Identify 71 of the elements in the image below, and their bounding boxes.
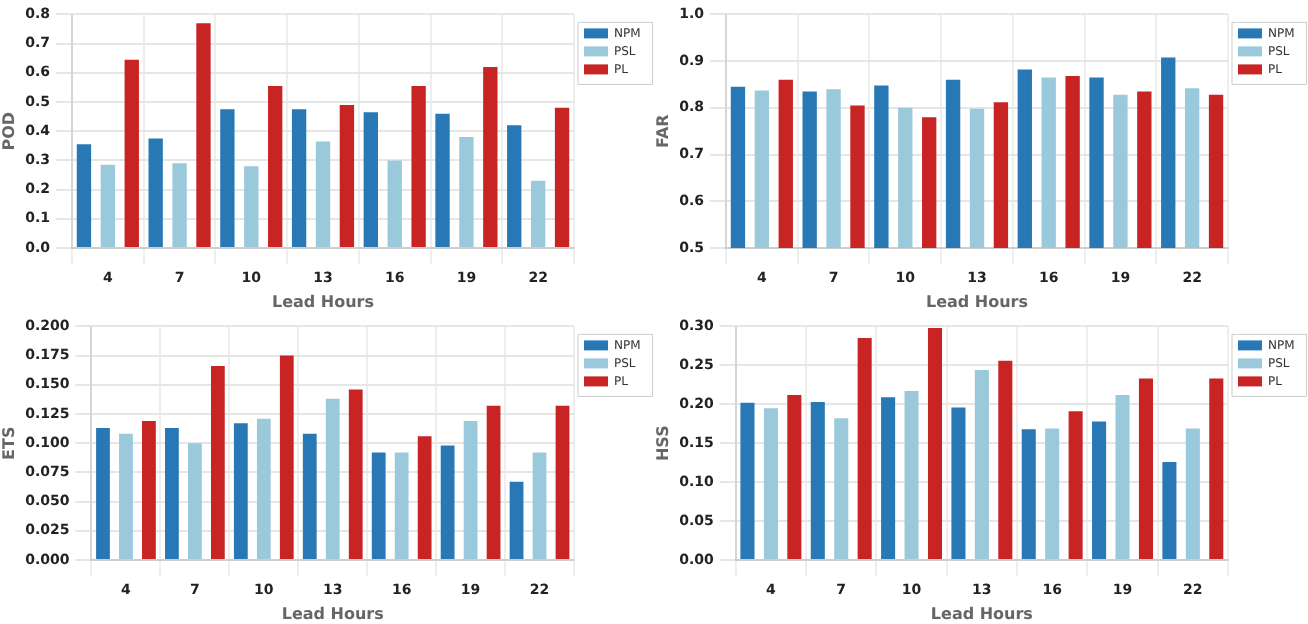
bar: [459, 137, 474, 247]
bar: [76, 144, 92, 247]
bar: [100, 164, 116, 247]
bar: [463, 421, 478, 559]
bar: [507, 125, 522, 247]
bar: [244, 166, 259, 247]
bar: [810, 401, 825, 559]
bar: [210, 366, 225, 559]
bar: [325, 398, 340, 559]
bar: [486, 405, 501, 559]
bar: [881, 397, 896, 559]
bar: [974, 370, 989, 559]
x-axis-title: Lead Hours: [925, 292, 1029, 311]
bar: [172, 163, 187, 247]
bar: [187, 443, 202, 559]
bar: [440, 445, 455, 559]
bar: [148, 138, 163, 247]
bar: [1185, 428, 1200, 559]
bar: [339, 104, 355, 247]
bar: [927, 327, 943, 559]
bar: [291, 109, 307, 247]
bar: [394, 452, 409, 559]
x-axis-title: Lead Hours: [281, 604, 385, 623]
bar: [302, 433, 317, 559]
x-axis-title: Lead Hours: [930, 604, 1034, 623]
bar: [435, 113, 450, 247]
bar: [740, 402, 755, 559]
bar: [279, 355, 294, 559]
bar: [1138, 378, 1153, 559]
bar: [371, 452, 386, 559]
bar: [142, 421, 156, 559]
bar: [532, 452, 547, 559]
y-axis-title: POD: [0, 111, 18, 151]
bar: [363, 112, 378, 247]
bar: [233, 423, 248, 559]
bar: [904, 391, 919, 559]
bar: [483, 66, 498, 247]
bar: [834, 418, 849, 559]
bar: [555, 405, 570, 559]
bar: [1115, 394, 1130, 559]
y-axis-title: ETS: [0, 426, 18, 460]
bar: [411, 85, 426, 247]
bar: [268, 85, 283, 247]
bar: [196, 23, 211, 247]
y-axis-title: HSS: [653, 424, 672, 462]
bar: [348, 389, 363, 559]
bar: [1092, 421, 1107, 559]
bar: [998, 360, 1013, 559]
bar: [119, 433, 133, 559]
y-axis-title: FAR: [653, 114, 672, 149]
bar: [387, 160, 402, 247]
bar: [256, 418, 271, 559]
bar: [417, 436, 432, 559]
bar: [554, 107, 570, 247]
x-axis-title: Lead Hours: [271, 292, 375, 311]
bar: [96, 428, 110, 559]
bar: [220, 109, 235, 247]
bar: [1068, 411, 1083, 559]
bar: [124, 59, 139, 247]
bar: [857, 338, 872, 559]
bar: [1162, 461, 1177, 559]
bar: [1209, 378, 1224, 559]
bar: [787, 394, 802, 559]
bar: [1045, 428, 1060, 559]
bar: [951, 407, 966, 559]
bar: [509, 481, 524, 559]
bar: [763, 408, 778, 559]
bar: [315, 141, 331, 247]
bar: [165, 428, 179, 559]
bar: [530, 180, 546, 247]
bar: [1021, 429, 1036, 559]
